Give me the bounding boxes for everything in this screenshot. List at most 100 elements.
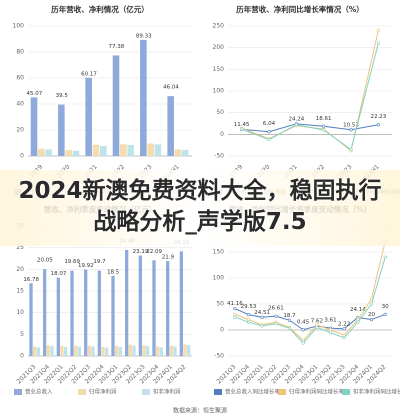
point (342, 336, 346, 340)
value-label: 77.38 (109, 44, 125, 50)
point (267, 130, 271, 134)
point (376, 28, 380, 32)
point (233, 312, 237, 317)
value-label: 18.7 (283, 313, 296, 319)
bar (72, 150, 80, 156)
bar (38, 148, 45, 156)
bar (169, 345, 173, 356)
bar (111, 275, 115, 356)
bar (56, 277, 60, 356)
bar (97, 270, 101, 356)
bar (127, 144, 134, 156)
line (234, 257, 386, 344)
legend-label: 营业总收入同比增长率 (225, 388, 281, 396)
bar (58, 104, 65, 156)
bar (104, 347, 109, 356)
bar (186, 345, 191, 356)
line (241, 30, 379, 152)
bar (132, 345, 136, 356)
legend-label: 扣非净利润 (153, 388, 181, 396)
bar (118, 346, 122, 356)
value-label: 29.53 (241, 304, 257, 310)
value-label: 22.23 (370, 114, 386, 120)
value-label: 24.24 (288, 116, 304, 122)
y-tick-label: 0 (20, 153, 24, 160)
value-label: 26.61 (268, 306, 284, 312)
legend-label: 扣非净利润同比增长率 (353, 388, 400, 396)
y-tick-label: 40 (16, 101, 24, 108)
y-tick-label: 20 (16, 266, 24, 273)
bar (74, 345, 78, 356)
line (241, 43, 379, 151)
point (246, 313, 251, 317)
y-tick-label: 200 (213, 44, 225, 51)
legend-swatch (214, 389, 222, 395)
point (233, 315, 237, 319)
value-label: 10.53 (343, 122, 359, 128)
bar (33, 346, 37, 356)
y-tick-label: 0 (220, 327, 224, 334)
bar (138, 255, 142, 356)
value-label: 11.45 (234, 122, 250, 128)
bar (29, 283, 33, 356)
y-tick-label: 0 (20, 353, 24, 360)
bar (179, 251, 183, 356)
value-label: 41.16 (227, 301, 243, 307)
bar (125, 249, 129, 356)
y-tick-label: 100 (213, 275, 225, 282)
point (342, 327, 346, 331)
point (301, 341, 305, 345)
bar (128, 344, 132, 356)
bar (166, 261, 170, 356)
bar (140, 39, 147, 156)
bar (43, 269, 47, 356)
legend-swatch (78, 389, 86, 395)
bar (120, 144, 127, 156)
bar (50, 346, 54, 356)
value-label: 22.09 (146, 249, 162, 255)
point (246, 320, 251, 324)
y-tick-label: 50 (216, 301, 224, 308)
bar (60, 346, 64, 356)
bar (30, 97, 38, 156)
point (240, 127, 244, 131)
y-tick-label: 5 (20, 331, 24, 338)
y-tick-label: 10 (16, 309, 24, 316)
bar (173, 346, 177, 356)
chart-title: 历年营收、净利情况（亿元） (51, 4, 149, 14)
y-tick-label: 100 (213, 88, 225, 95)
y-tick-label: 50 (216, 109, 224, 116)
point (328, 328, 333, 332)
bar (101, 346, 105, 356)
legend-swatch (278, 389, 286, 395)
y-tick-label: 0 (220, 131, 224, 138)
bar (92, 144, 100, 156)
point (233, 306, 237, 311)
point (383, 255, 387, 259)
point (369, 302, 374, 306)
bar (181, 149, 189, 156)
bar (45, 149, 52, 156)
point (328, 331, 333, 335)
bar (167, 96, 174, 156)
value-label: 19.92 (78, 263, 94, 269)
value-label: 0.45 (297, 319, 310, 325)
value-label: 7.62 (311, 319, 323, 325)
bar (85, 77, 92, 156)
y-tick-label: 20 (16, 127, 24, 134)
y-tick-label: -50 (214, 353, 224, 360)
legend-swatch (142, 389, 150, 395)
y-tick-label: 60 (16, 75, 24, 82)
y-tick-label: 25 (16, 244, 24, 251)
line (234, 241, 386, 342)
value-label: 39.5 (56, 93, 69, 99)
bar (154, 144, 162, 156)
value-label: 60.17 (81, 71, 97, 77)
value-label: 16.78 (23, 277, 39, 283)
value-label: 2.22 (338, 321, 350, 327)
point (322, 124, 326, 128)
bar (159, 347, 163, 356)
bar (156, 346, 160, 356)
value-label: 23.19 (133, 249, 149, 255)
